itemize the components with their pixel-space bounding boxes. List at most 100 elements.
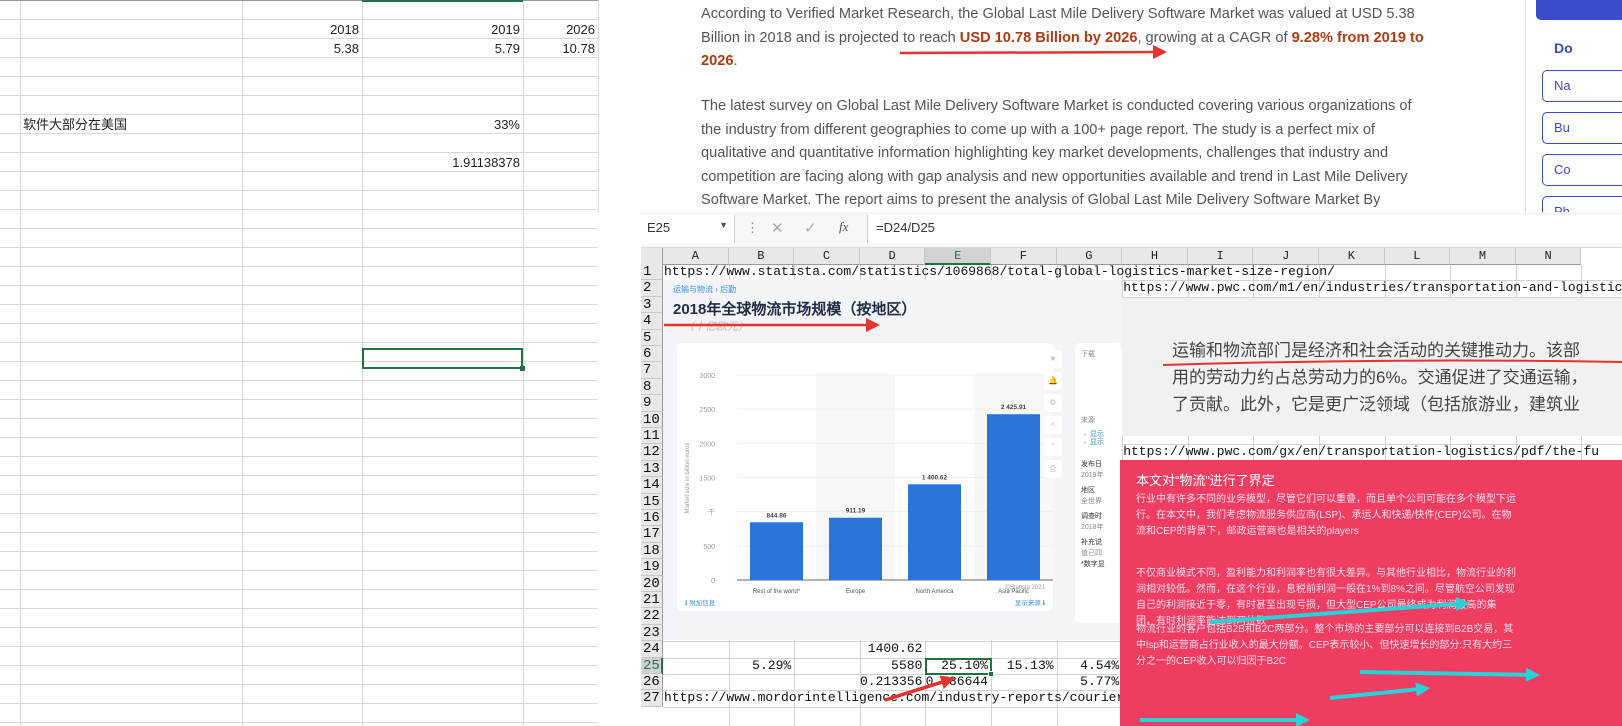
sidebar-button[interactable]: Bu (1542, 112, 1622, 144)
cell-d26[interactable]: 0.213356 (859, 674, 923, 689)
row-header-16[interactable]: 16 (641, 510, 663, 527)
column-header-e[interactable]: E (925, 248, 991, 265)
sidebar-button[interactable]: Na (1542, 70, 1622, 102)
row-header-27[interactable]: 27 (641, 690, 663, 707)
cell-grid[interactable]: A B C D E F G H I J K L M N 1 2 3 4 5 6 7 8 9 10 11 12 13 14 15 16 17 1… (641, 212, 1622, 726)
row-header-19[interactable]: 19 (641, 559, 663, 576)
column-header-f[interactable]: F (991, 248, 1057, 265)
cell[interactable]: 2026 (566, 22, 595, 37)
cell[interactable]: 2019 (491, 22, 520, 37)
row-header-10[interactable]: 10 (641, 411, 663, 428)
selected-cell[interactable] (362, 348, 523, 369)
row-header-3[interactable]: 3 (641, 296, 663, 314)
row-gridline (0, 380, 598, 381)
confirm-icon[interactable]: ✓ (804, 220, 817, 237)
row-header-13[interactable]: 13 (641, 460, 663, 478)
formula-input[interactable]: =D24/D25 (867, 215, 1622, 243)
row-header-21[interactable]: 21 (641, 592, 663, 609)
fill-handle[interactable] (988, 671, 994, 677)
function-icon[interactable]: fx (839, 219, 849, 234)
column-header-a[interactable]: A (663, 248, 729, 265)
panel-text[interactable]: → 显示 (1081, 431, 1104, 438)
cell-d24[interactable]: 1400.62 (867, 641, 923, 657)
column-header-j[interactable]: J (1253, 248, 1319, 265)
cell-h2[interactable]: https://www.pwc.com/m1/en/industries/tra… (1123, 280, 1622, 296)
share-icon[interactable]: < (1044, 416, 1062, 434)
column-header-l[interactable]: L (1384, 248, 1451, 265)
show-source-link[interactable]: 显示来源 ℹ (1014, 600, 1045, 607)
row-header-6[interactable]: 6 (641, 346, 663, 363)
chevron-down-icon[interactable]: ▼ (719, 220, 728, 230)
gear-icon[interactable]: ⚙ (1044, 394, 1062, 412)
column-header-n[interactable]: N (1515, 248, 1582, 265)
star-icon[interactable]: ★ (1044, 350, 1062, 368)
background-spreadsheet[interactable]: 2018 2019 2026 5.38 5.79 10.78 软件大部分在美国 33% 1.91… (0, 0, 598, 726)
cell-a27[interactable]: https://www.mordorintelligence.com/indus… (664, 690, 1187, 706)
cell-a1[interactable]: https://www.statista.com/statistics/1069… (664, 264, 1335, 279)
cell-d25[interactable]: 5580 (891, 657, 923, 673)
row-header-9[interactable]: 9 (641, 395, 663, 412)
cell[interactable]: 33% (493, 117, 520, 132)
y-tick-label: 千 (708, 508, 715, 517)
more-icon[interactable]: ⋮ (746, 220, 759, 235)
row-header-26[interactable]: 26 (641, 674, 663, 691)
cell[interactable]: 5.79 (494, 41, 520, 56)
row-header-15[interactable]: 15 (641, 493, 663, 510)
cell[interactable]: 软件大部分在美国 (23, 117, 128, 132)
row-header-23[interactable]: 23 (641, 624, 663, 642)
cell-f25[interactable]: 15.13% (1006, 657, 1054, 673)
column-header-h[interactable]: H (1122, 248, 1188, 265)
row-header-7[interactable]: 7 (641, 362, 663, 379)
row-header-11[interactable]: 11 (641, 428, 663, 445)
cell-h12[interactable]: https://www.pwc.com/gx/en/transportation… (1123, 444, 1600, 460)
cell[interactable]: 2018 (330, 22, 359, 37)
row-header-12[interactable]: 12 (641, 444, 663, 461)
panel-text[interactable]: → 显示 (1081, 439, 1104, 446)
row-header-8[interactable]: 8 (641, 378, 663, 396)
column-header-c[interactable]: C (794, 248, 860, 265)
row-header-1[interactable]: 1 (641, 264, 663, 281)
row-gridline (0, 285, 598, 286)
cell-g25[interactable]: 4.54% (1080, 657, 1120, 673)
quote-icon[interactable]: " (1044, 438, 1062, 456)
sidebar-top-button[interactable] (1536, 0, 1622, 20)
category-label: Europe (846, 589, 866, 595)
row-header-22[interactable]: 22 (641, 608, 663, 625)
cell-g26[interactable]: 5.77% (1080, 674, 1120, 689)
row-header-20[interactable]: 20 (641, 575, 663, 592)
cell[interactable]: 5.38 (333, 41, 359, 56)
cell-e25[interactable]: 25.10% (941, 657, 988, 673)
column-header-k[interactable]: K (1319, 248, 1385, 265)
fill-handle[interactable] (520, 366, 525, 371)
cell-b25[interactable]: 5.29% (752, 657, 792, 673)
article-text-span: The latest survey on Global Last Mile De… (701, 98, 1412, 114)
column-header-i[interactable]: I (1187, 248, 1254, 265)
cell[interactable]: 10.78 (562, 41, 595, 56)
row-header-25[interactable]: 25 (641, 657, 663, 674)
row-header-5[interactable]: 5 (641, 329, 663, 346)
column-header-b[interactable]: B (728, 248, 795, 265)
more-info-link[interactable]: ℹ 附加信息 (685, 600, 716, 607)
row-header-17[interactable]: 17 (641, 526, 663, 543)
chart-card: 0 500 千 1500 2000 2500 3000 Market size in bill… (677, 343, 1053, 611)
column-header-d[interactable]: D (859, 248, 926, 265)
name-box[interactable]: E25 ▼ (641, 215, 735, 243)
row-gridline (0, 627, 598, 628)
breadcrumb[interactable]: 运输与物流 › 后勤 (673, 285, 737, 294)
bell-icon[interactable]: 🔔 (1044, 372, 1062, 390)
sidebar-button[interactable]: Co (1542, 154, 1622, 186)
column-gridline (242, 0, 243, 726)
row-header-14[interactable]: 14 (641, 477, 663, 494)
active-cell-border[interactable] (925, 657, 992, 675)
row-header-2[interactable]: 2 (641, 280, 663, 297)
article-line: Software Market. The report aims to pres… (701, 190, 1380, 210)
column-header-g[interactable]: G (1056, 248, 1123, 265)
row-header-24[interactable]: 24 (641, 641, 663, 658)
row-header-18[interactable]: 18 (641, 542, 663, 560)
column-header-m[interactable]: M (1450, 248, 1516, 265)
print-icon[interactable]: ⎙ (1044, 460, 1062, 478)
row-header-4[interactable]: 4 (641, 313, 663, 330)
cell[interactable]: 1.91138378 (452, 155, 520, 170)
cancel-icon[interactable]: ✕ (771, 220, 784, 237)
